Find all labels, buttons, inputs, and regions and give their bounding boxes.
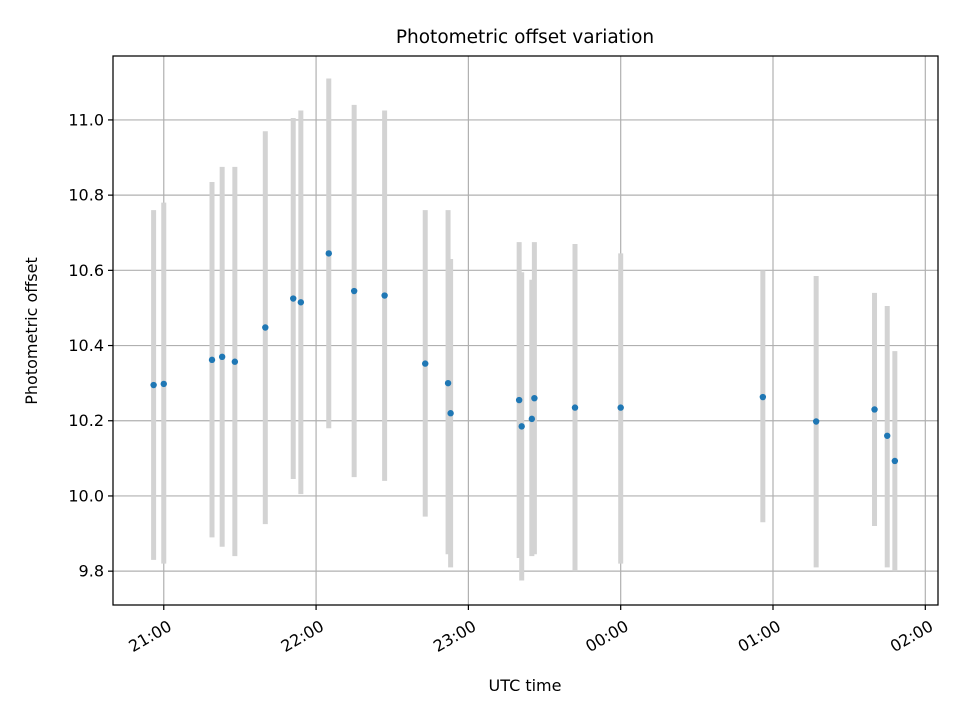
data-point [422,360,429,367]
data-point [208,356,216,364]
data-point [160,380,167,388]
grid-layer [113,56,938,605]
y-tick-label: 11.0 [68,110,104,129]
data-point [150,381,157,389]
data-point [528,415,536,423]
data-point [518,423,525,430]
y-tick-label: 10.8 [68,186,104,205]
data-point [812,418,820,425]
y-tick-label: 10.4 [68,336,104,355]
y-tick-label: 9.8 [79,562,104,581]
data-point [617,404,624,411]
data-point [884,432,891,439]
data-point [571,404,579,411]
data-point [447,410,454,417]
y-tick-label: 10.2 [68,411,104,430]
x-axis-label: UTC time [489,676,562,695]
data-point [531,394,538,402]
y-tick-label: 10.6 [68,261,104,280]
data-point [325,250,332,257]
data-point [515,396,523,404]
data-point [290,295,297,302]
point-layer [150,250,899,465]
chart-title: Photometric offset variation [396,27,654,48]
data-point [444,379,452,387]
data-point [350,287,358,295]
data-point [871,406,878,413]
data-point [891,457,899,465]
y-axis-label: Photometric offset [22,257,41,405]
data-point [381,292,388,299]
plot-frame [112,55,939,606]
data-point [262,324,269,331]
data-point [759,393,767,401]
y-tick-label: 10.0 [68,486,104,505]
data-point [231,358,239,365]
data-point [297,299,305,306]
data-point [218,353,226,361]
